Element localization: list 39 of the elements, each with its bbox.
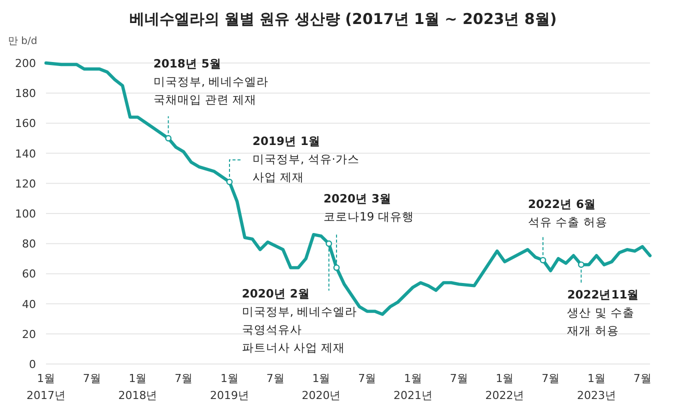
- y-tick-label: 160: [15, 117, 36, 130]
- point: [326, 240, 332, 247]
- annotation: 2018년 5월 미국정부, 베네수엘라 국채매입 관련 제재: [153, 56, 269, 106]
- y-tick-label: 20: [22, 328, 36, 341]
- x-tick-label: 7월: [542, 372, 560, 385]
- x-tick-label: 7월: [358, 372, 376, 385]
- annotation: 2022년 6월 석유 수출 허용: [528, 197, 608, 230]
- y-axis-title: 만 b/d: [8, 36, 38, 47]
- annotation: 2020년 2월 미국정부, 베네수엘라 국영석유사 파트너사 사업 제재: [242, 286, 358, 355]
- point: [540, 256, 546, 264]
- x-tick-label: 1월 2020년: [302, 372, 341, 402]
- x-tick-label: 1월 2022년: [485, 372, 524, 402]
- y-tick-label: 200: [15, 57, 36, 70]
- annotation: 2022년11월 생산 및 수출 재개 허용: [567, 288, 640, 338]
- x-tick-label: 1월 2019년: [210, 372, 249, 402]
- y-tick-label: 100: [15, 208, 36, 220]
- point: [226, 178, 233, 186]
- x-tick-label: 1월 2018년: [118, 372, 158, 402]
- y-tick-label: 140: [15, 147, 36, 160]
- annotation: 2020년 3월 코로나19 대유행: [324, 192, 414, 224]
- y-tick-label: 40: [22, 298, 36, 311]
- point: [333, 264, 340, 271]
- point: [165, 135, 172, 142]
- x-tick-label: 1월 2023년: [576, 372, 616, 402]
- x-tick-label: 7월: [266, 372, 284, 385]
- annotation: 2019년 1월 미국정부, 석유·가스 사업 제재: [252, 134, 360, 184]
- y-tick-label: 120: [15, 177, 36, 190]
- x-tick-label: 1월 2021년: [393, 372, 432, 402]
- chart-title: 베네수엘라의 월별 원유 생산량 (2017년 1월 ~ 2023년 8월): [129, 10, 557, 28]
- point: [578, 261, 584, 268]
- x-tick-label: 7월: [633, 372, 652, 385]
- x-tick-label: 7월: [174, 372, 193, 385]
- x-tick-label: 1월 2017년: [26, 372, 66, 402]
- y-tick-label: 180: [15, 87, 36, 100]
- y-tick-label: 60: [22, 268, 36, 281]
- x-tick-label: 7월: [82, 372, 101, 385]
- x-tick-label: 7월: [450, 372, 468, 385]
- y-tick-label: 80: [22, 238, 36, 251]
- y-tick-label: 0: [29, 358, 36, 371]
